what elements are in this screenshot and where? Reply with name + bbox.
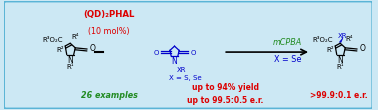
FancyBboxPatch shape <box>4 1 372 109</box>
Text: R⁴: R⁴ <box>71 34 79 40</box>
Text: R³O₂C: R³O₂C <box>43 37 63 43</box>
Text: (QD)₂PHAL: (QD)₂PHAL <box>83 10 135 19</box>
Text: R⁴: R⁴ <box>345 36 353 42</box>
Polygon shape <box>339 37 343 42</box>
Text: R²: R² <box>326 47 334 53</box>
Text: >99.9:0.1 e.r.: >99.9:0.1 e.r. <box>310 91 368 100</box>
Text: mCPBA: mCPBA <box>273 38 302 47</box>
Text: R¹: R¹ <box>67 64 74 71</box>
Text: R²: R² <box>56 47 64 53</box>
Text: XR: XR <box>177 67 186 73</box>
Text: X = Se: X = Se <box>274 55 301 64</box>
Text: X = S, Se: X = S, Se <box>169 75 201 81</box>
Text: N: N <box>337 56 343 65</box>
Text: O: O <box>90 44 96 53</box>
Text: XR: XR <box>337 33 347 39</box>
Text: R³O₂C: R³O₂C <box>313 37 333 43</box>
Text: up to 99.5:0.5 e.r.: up to 99.5:0.5 e.r. <box>187 95 263 104</box>
Text: N: N <box>172 57 177 66</box>
Text: O: O <box>190 50 195 56</box>
Text: up to 94% yield: up to 94% yield <box>192 83 259 92</box>
Text: O: O <box>360 44 366 53</box>
Text: (10 mol%): (10 mol%) <box>88 27 130 36</box>
Text: N: N <box>67 56 73 65</box>
Text: O: O <box>153 50 159 56</box>
Text: 26 examples: 26 examples <box>81 91 137 100</box>
Text: R¹: R¹ <box>336 64 344 71</box>
